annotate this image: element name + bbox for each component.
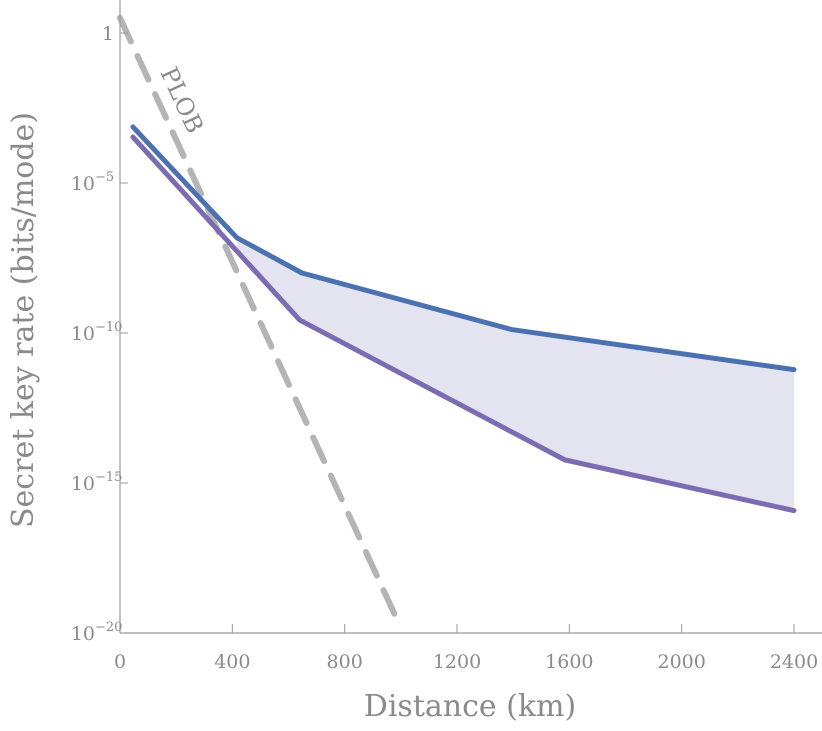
y-tick-label: 1 (102, 23, 114, 45)
x-tick-label: 1200 (433, 651, 481, 673)
x-tick-label: 800 (327, 651, 363, 673)
fill-between-region (236, 237, 794, 511)
series-line-plob (117, 14, 398, 618)
x-tick-label: 2400 (770, 651, 818, 673)
series-line-2 (130, 134, 797, 514)
y-tick-exponent: −20 (95, 620, 122, 635)
y-tick-label: 10 (71, 623, 95, 645)
plob-label: PLOB (155, 63, 209, 138)
y-tick-exponent: −10 (95, 320, 122, 335)
y-tick-exponent: −15 (95, 470, 122, 485)
x-tick-label: 0 (114, 651, 126, 673)
y-tick-exponent: −5 (95, 170, 114, 185)
y-tick-label: 10 (71, 323, 95, 345)
y-tick-label: 10 (71, 173, 95, 195)
x-tick-label: 400 (214, 651, 250, 673)
series-line-1 (130, 124, 797, 373)
x-axis-label: Distance (km) (364, 689, 576, 724)
x-tick-label: 2000 (657, 651, 705, 673)
y-tick-label: 10 (71, 473, 95, 495)
y-axis-label: Secret key rate (bits/mode) (6, 112, 41, 528)
x-tick-label: 1600 (545, 651, 593, 673)
